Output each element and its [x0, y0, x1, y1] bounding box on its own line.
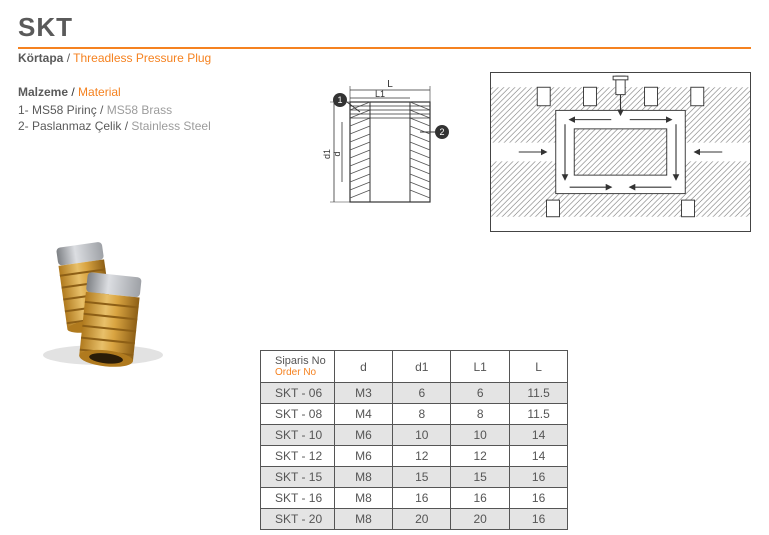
cell-L1: 10: [451, 425, 509, 446]
cell-L1: 8: [451, 404, 509, 425]
table-row: SKT - 20M8202016: [261, 509, 568, 530]
cell-L1: 20: [451, 509, 509, 530]
svg-text:L: L: [387, 79, 393, 90]
table-row: SKT - 15M8151516: [261, 467, 568, 488]
svg-text:L1: L1: [375, 89, 385, 99]
table-row: SKT - 16M8161616: [261, 488, 568, 509]
svg-text:d1: d1: [322, 149, 332, 159]
svg-text:d: d: [332, 151, 342, 156]
cell-d: M8: [334, 467, 392, 488]
col-L1: L1: [451, 351, 509, 383]
cell-order: SKT - 15: [261, 467, 335, 488]
product-code: SKT: [18, 12, 751, 43]
cell-L: 16: [509, 509, 567, 530]
cell-d1: 6: [393, 383, 451, 404]
cell-L: 16: [509, 488, 567, 509]
cell-d1: 15: [393, 467, 451, 488]
cell-order: SKT - 06: [261, 383, 335, 404]
table-row: SKT - 10M6101014: [261, 425, 568, 446]
svg-text:2: 2: [439, 127, 444, 137]
cell-d1: 8: [393, 404, 451, 425]
cell-d1: 10: [393, 425, 451, 446]
subtitle-tr: Körtapa: [18, 51, 63, 65]
cell-L1: 16: [451, 488, 509, 509]
cell-d: M4: [334, 404, 392, 425]
col-order-en: Order No: [275, 367, 326, 378]
cell-order: SKT - 16: [261, 488, 335, 509]
cell-order: SKT - 12: [261, 446, 335, 467]
cell-order: SKT - 10: [261, 425, 335, 446]
diagram-row: L L1 d1 d 1 2: [290, 72, 751, 242]
col-d: d: [334, 351, 392, 383]
technical-diagram: L L1 d1 d 1 2: [290, 72, 470, 232]
cell-L: 11.5: [509, 404, 567, 425]
col-order: Siparis No Order No: [261, 351, 335, 383]
product-subtitle: Körtapa / Threadless Pressure Plug: [18, 51, 751, 65]
table-row: SKT - 12M6121214: [261, 446, 568, 467]
installation-diagram: [490, 72, 751, 232]
title-block: SKT Körtapa / Threadless Pressure Plug: [18, 12, 751, 65]
material-heading-en: Material: [78, 85, 121, 99]
col-L: L: [509, 351, 567, 383]
cell-L1: 12: [451, 446, 509, 467]
col-d1: d1: [393, 351, 451, 383]
cell-d: M8: [334, 509, 392, 530]
title-divider: [18, 47, 751, 49]
cell-L1: 15: [451, 467, 509, 488]
cell-d1: 16: [393, 488, 451, 509]
svg-text:1: 1: [337, 95, 342, 105]
dimension-table: Siparis No Order No d d1 L1 L SKT - 06M3…: [260, 350, 568, 530]
cell-order: SKT - 20: [261, 509, 335, 530]
subtitle-en: Threadless Pressure Plug: [73, 51, 211, 65]
table-body: SKT - 06M36611.5SKT - 08M48811.5SKT - 10…: [261, 383, 568, 530]
cell-d1: 12: [393, 446, 451, 467]
cell-L: 14: [509, 446, 567, 467]
cell-L1: 6: [451, 383, 509, 404]
table-header-row: Siparis No Order No d d1 L1 L: [261, 351, 568, 383]
cell-d: M6: [334, 425, 392, 446]
product-photo: [18, 230, 188, 370]
cell-order: SKT - 08: [261, 404, 335, 425]
col-order-tr: Siparis No: [275, 355, 326, 367]
cell-d: M3: [334, 383, 392, 404]
cell-L: 14: [509, 425, 567, 446]
cell-d: M8: [334, 488, 392, 509]
cell-L: 16: [509, 467, 567, 488]
cell-d1: 20: [393, 509, 451, 530]
cell-L: 11.5: [509, 383, 567, 404]
table-row: SKT - 06M36611.5: [261, 383, 568, 404]
table-row: SKT - 08M48811.5: [261, 404, 568, 425]
cell-d: M6: [334, 446, 392, 467]
material-heading-tr: Malzeme: [18, 85, 68, 99]
